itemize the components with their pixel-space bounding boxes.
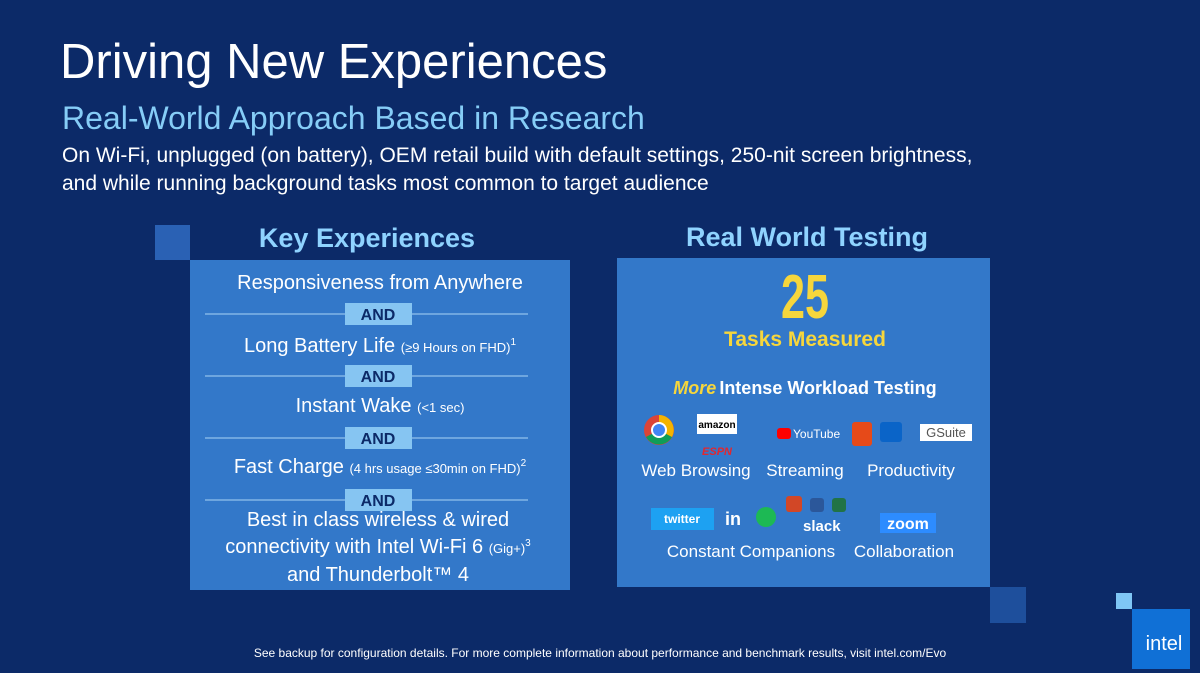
category-label: Streaming — [766, 461, 843, 480]
chrome-icon — [651, 422, 667, 438]
workload-text: Intense Workload Testing — [719, 378, 936, 398]
description: and while running background tasks most … — [62, 172, 709, 195]
category-label: Constant Companions — [667, 542, 835, 561]
connector-box — [345, 489, 412, 511]
logo-box — [697, 414, 737, 434]
category-label: Collaboration — [854, 542, 954, 561]
excel-icon — [832, 498, 846, 512]
logo-box — [880, 513, 936, 533]
connector-label: AND — [361, 431, 396, 448]
experience-note: (<1 sec) — [417, 400, 464, 415]
linkedin-logo: in — [725, 509, 741, 529]
gsuite-logo: GSuite — [926, 425, 966, 440]
brand-accent — [1116, 593, 1132, 609]
youtube-logo: YouTube — [793, 427, 840, 441]
experience: Responsiveness from Anywhere — [237, 272, 523, 294]
experience: Long Battery Life (≥9 Hours on FHD)1 — [244, 335, 517, 357]
slack-logo: slack — [803, 518, 841, 535]
spotify-icon — [756, 507, 776, 527]
twitter-logo: twitter — [664, 512, 700, 526]
experience: Instant Wake (<1 sec) — [296, 395, 465, 417]
zoom-logo: zoom — [887, 516, 929, 533]
workload-emphasis: More — [673, 378, 716, 398]
experience: connectivity with Intel Wi-Fi 6 (Gig+)3 — [225, 536, 531, 558]
connector-box — [345, 365, 412, 387]
description: On Wi-Fi, unplugged (on battery), OEM re… — [62, 144, 972, 167]
accent-square — [990, 587, 1026, 623]
youtube-icon — [777, 428, 791, 439]
task-count: 25 — [781, 263, 829, 332]
logo-box — [920, 424, 972, 441]
panel-heading: Real World Testing — [686, 222, 928, 252]
category-label: Web Browsing — [641, 461, 750, 480]
experience: Best in class wireless & wired — [247, 509, 509, 531]
espn-logo: ESPN — [702, 446, 733, 458]
accent-square — [155, 225, 190, 260]
footnote-ref: 1 — [510, 337, 516, 348]
experience-text: connectivity with Intel Wi-Fi 6 — [225, 536, 483, 558]
office-icon — [852, 422, 872, 446]
experience-text: Fast Charge — [234, 456, 344, 478]
logo-box — [651, 508, 714, 530]
title: Driving New Experiences — [60, 35, 607, 89]
panel-heading: Key Experiences — [259, 223, 475, 253]
brand-logo: intel — [1146, 633, 1183, 655]
experience-text: Instant Wake — [296, 395, 412, 417]
connector-label: AND — [361, 307, 396, 324]
experience-text: Long Battery Life — [244, 335, 395, 357]
task-label: Tasks Measured — [724, 328, 886, 351]
word-icon — [810, 498, 824, 512]
experience-note: (Gig+) — [489, 541, 525, 556]
powerpoint-icon — [786, 496, 802, 512]
category-label: Productivity — [867, 461, 955, 480]
experience-note: (≥9 Hours on FHD) — [401, 340, 511, 355]
connectors: AND AND AND AND — [205, 303, 528, 511]
subtitle: Real-World Approach Based in Research — [62, 100, 645, 136]
experience: and Thunderbolt™ 4 — [287, 564, 469, 586]
outlook-icon — [880, 422, 902, 442]
connector-label: AND — [361, 493, 396, 510]
brand-box — [1132, 609, 1190, 669]
experience-note: (4 hrs usage ≤30min on FHD) — [349, 461, 520, 476]
footnote-ref: 2 — [521, 458, 527, 469]
workload: More Intense Workload Testing — [673, 378, 936, 398]
amazon-logo: amazon — [698, 420, 735, 431]
experience: Fast Charge (4 hrs usage ≤30min on FHD)2 — [234, 456, 527, 478]
footer: See backup for configuration details. Fo… — [254, 646, 947, 660]
connector-box — [345, 303, 412, 325]
connector-box — [345, 427, 412, 449]
footnote-ref: 3 — [525, 538, 531, 549]
connector-label: AND — [361, 369, 396, 386]
